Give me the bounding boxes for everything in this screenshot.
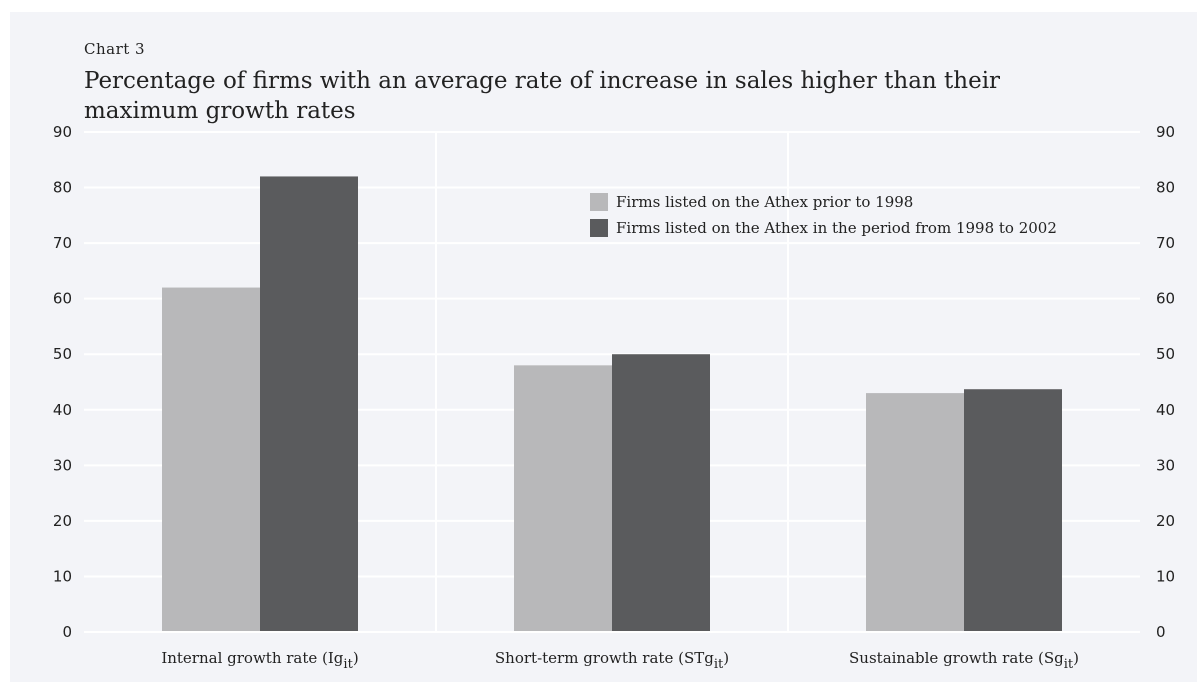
y-tick-label-right: 90 <box>1156 123 1175 141</box>
y-tick-label-right: 10 <box>1156 567 1175 585</box>
bar <box>612 354 710 632</box>
y-tick-label-left: 70 <box>53 234 72 252</box>
y-tick-label-left: 90 <box>53 123 72 141</box>
y-tick-label-left: 80 <box>53 179 72 197</box>
bar <box>260 176 358 632</box>
x-category-label: Sustainable growth rate (Sgit) <box>849 649 1079 672</box>
y-tick-label-left: 0 <box>62 623 72 641</box>
y-tick-label-right: 40 <box>1156 401 1175 419</box>
legend-swatch <box>590 193 608 211</box>
y-tick-label-left: 30 <box>53 456 72 474</box>
y-tick-label-left: 20 <box>53 512 72 530</box>
chart-title: Percentage of firms with an average rate… <box>84 68 1001 124</box>
y-tick-label-left: 10 <box>53 567 72 585</box>
y-tick-label-right: 0 <box>1156 623 1166 641</box>
x-category-label: Internal growth rate (Igit) <box>161 649 358 672</box>
legend-label: Firms listed on the Athex in the period … <box>616 219 1057 237</box>
y-tick-label-right: 20 <box>1156 512 1175 530</box>
y-tick-label-left: 50 <box>53 345 72 363</box>
bar <box>162 287 260 632</box>
chart-number-label: Chart 3 <box>84 40 146 58</box>
bar <box>964 389 1062 632</box>
bar <box>866 393 964 632</box>
y-tick-label-right: 80 <box>1156 179 1175 197</box>
legend-swatch <box>590 219 608 237</box>
y-tick-label-right: 70 <box>1156 234 1175 252</box>
y-tick-label-right: 30 <box>1156 456 1175 474</box>
y-tick-label-right: 60 <box>1156 290 1175 308</box>
y-tick-label-left: 60 <box>53 290 72 308</box>
y-tick-label-left: 40 <box>53 401 72 419</box>
legend-label: Firms listed on the Athex prior to 1998 <box>616 193 913 211</box>
x-category-label: Short-term growth rate (STgit) <box>495 649 729 672</box>
y-tick-label-right: 50 <box>1156 345 1175 363</box>
bar <box>514 365 612 632</box>
